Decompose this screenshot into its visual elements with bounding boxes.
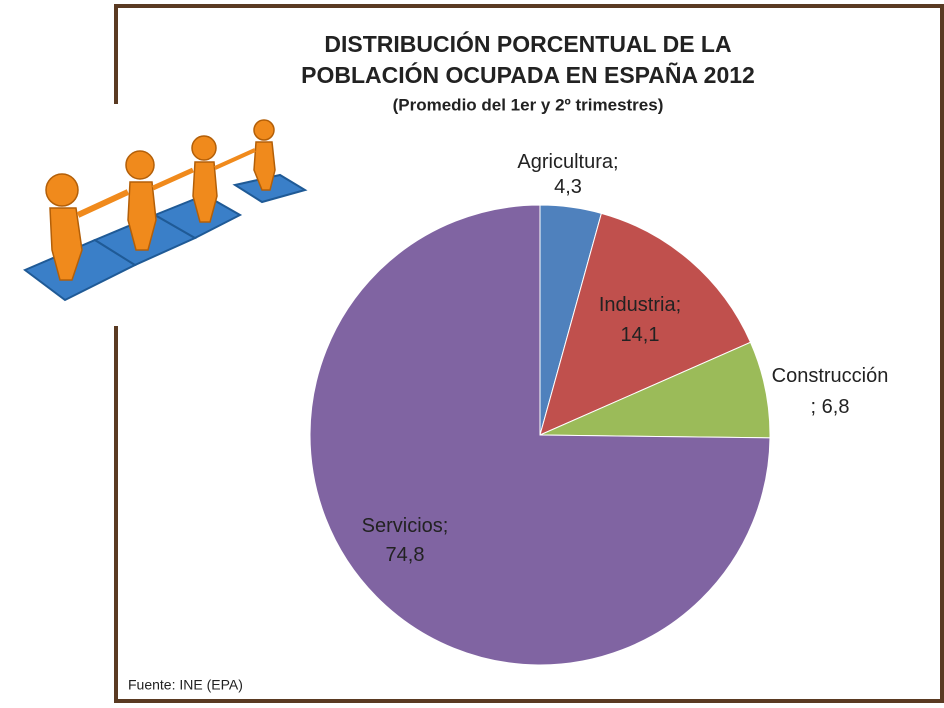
slice-label: 14,1 <box>621 324 660 346</box>
label-separator: ; <box>613 151 619 173</box>
chart: DISTRIBUCIÓN PORCENTUAL DE LA POBLACIÓN … <box>0 0 944 703</box>
slice-label: Agricultura; <box>517 151 618 173</box>
slice-label: 4,3 <box>554 176 582 198</box>
value-label: 4,3 <box>554 176 582 198</box>
slice-label: ; 6,8 <box>811 396 850 418</box>
chart-title: POBLACIÓN OCUPADA EN ESPAÑA 2012 <box>301 61 755 88</box>
chart-title: DISTRIBUCIÓN PORCENTUAL DE LA <box>324 30 731 57</box>
category-label: Agricultura <box>517 151 613 173</box>
category-label: Servicios <box>362 515 443 537</box>
illustration <box>0 104 312 326</box>
chart-subtitle: (Promedio del 1er y 2º trimestres) <box>393 95 664 114</box>
value-label: 6,8 <box>822 396 850 418</box>
category-label: Construcción <box>772 365 889 387</box>
slice-label: Industria; <box>599 294 681 316</box>
category-label: Industria <box>599 294 677 316</box>
source-note: Fuente: INE (EPA) <box>128 677 243 693</box>
value-label: 74,8 <box>386 544 425 566</box>
label-separator: ; <box>443 515 449 537</box>
value-label: 14,1 <box>621 324 660 346</box>
label-separator: ; <box>811 396 817 418</box>
slice-label: 74,8 <box>386 544 425 566</box>
label-separator: ; <box>676 294 682 316</box>
slice-label: Servicios; <box>362 515 449 537</box>
slice-label: Construcción <box>772 365 889 387</box>
page: DISTRIBUCIÓN PORCENTUAL DE LA POBLACIÓN … <box>0 0 944 703</box>
